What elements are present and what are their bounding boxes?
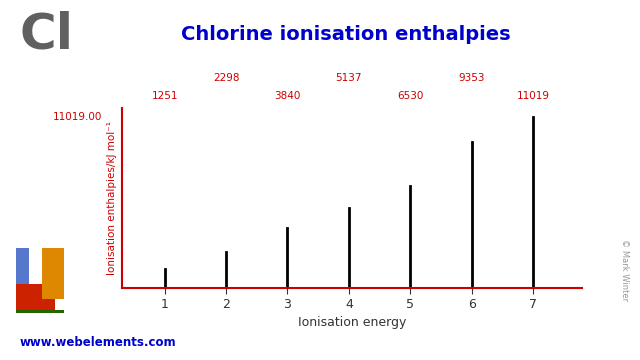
Bar xyxy=(16,284,55,313)
Text: 11019: 11019 xyxy=(516,91,550,101)
Text: 3840: 3840 xyxy=(275,91,301,101)
Text: 5137: 5137 xyxy=(335,73,362,83)
Bar xyxy=(16,310,64,318)
Text: 2298: 2298 xyxy=(212,73,239,83)
Bar xyxy=(16,248,29,285)
Text: www.webelements.com: www.webelements.com xyxy=(19,336,176,349)
Bar xyxy=(42,248,64,299)
Text: © Mark Winter: © Mark Winter xyxy=(620,239,628,301)
Text: 11019.00: 11019.00 xyxy=(52,112,102,122)
Text: 6530: 6530 xyxy=(397,91,424,101)
Text: Chlorine ionisation enthalpies: Chlorine ionisation enthalpies xyxy=(180,25,511,44)
Text: 9353: 9353 xyxy=(458,73,485,83)
Y-axis label: Ionisation enthalpies/kJ mol⁻¹: Ionisation enthalpies/kJ mol⁻¹ xyxy=(108,121,117,275)
X-axis label: Ionisation energy: Ionisation energy xyxy=(298,316,406,329)
Text: Cl: Cl xyxy=(19,11,73,59)
Text: 1251: 1251 xyxy=(151,91,178,101)
